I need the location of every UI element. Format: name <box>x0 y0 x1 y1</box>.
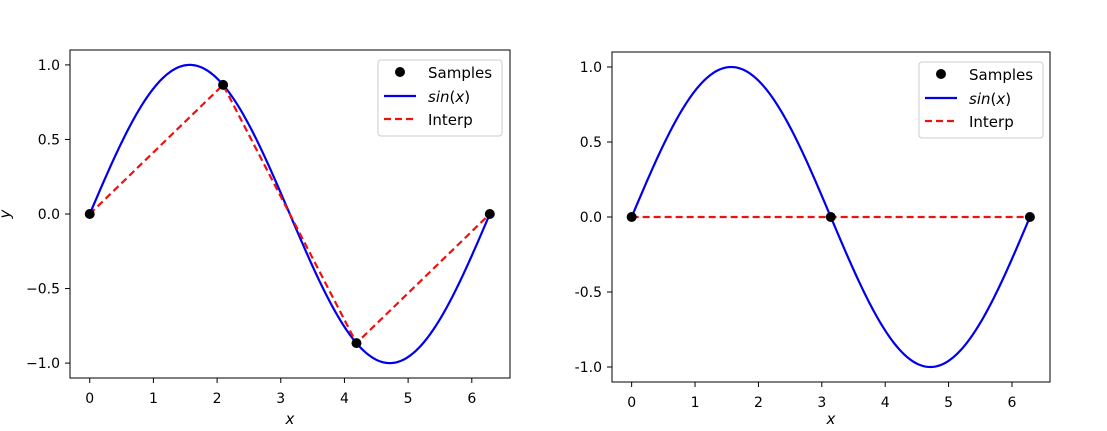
x-tick-label: 6 <box>1008 395 1017 411</box>
legend: Samples sin(x) Interp <box>918 61 1044 139</box>
legend-samples-marker <box>395 67 405 77</box>
x-tick-label: 3 <box>276 391 285 407</box>
y-tick-label: 0.0 <box>38 207 60 223</box>
legend-label-sin: sin(x) <box>428 88 470 106</box>
x-tick-label: 1 <box>149 391 158 407</box>
x-tick-label: 4 <box>340 391 349 407</box>
sample-point <box>1024 212 1035 222</box>
legend-label-samples: Samples <box>969 66 1033 84</box>
legend-label-sin: sin(x) <box>969 90 1011 108</box>
data-layer <box>88 63 491 365</box>
y-tick-label: −0.5 <box>26 282 60 298</box>
legend-label-interp: Interp <box>969 113 1014 131</box>
sample-point <box>626 212 637 222</box>
y-tick-label: -1.0 <box>575 360 602 376</box>
x-axis-label: x <box>285 410 295 426</box>
y-tick-label: -0.5 <box>575 285 602 301</box>
sample-point <box>825 212 836 222</box>
x-tick-label: 5 <box>404 391 413 407</box>
sample-point <box>218 79 229 90</box>
legend-samples-marker <box>936 69 946 79</box>
x-tick-label: 0 <box>627 395 636 411</box>
x-tick-label: 6 <box>467 391 476 407</box>
x-tick-label: 3 <box>817 395 826 411</box>
x-tick-label: 0 <box>85 391 94 407</box>
y-tick-label: −1.0 <box>26 356 60 372</box>
sample-point <box>351 338 362 349</box>
legend-label-samples: Samples <box>428 64 492 82</box>
y-tick-label: 0.0 <box>580 210 602 226</box>
sample-point <box>484 209 495 219</box>
x-tick-label: 2 <box>754 395 763 411</box>
y-tick-label: 1.0 <box>580 60 602 76</box>
y-tick-label: 0.5 <box>38 132 60 148</box>
x-tick-label: 4 <box>881 395 890 411</box>
legend: Samples sin(x) Interp <box>377 59 503 137</box>
legend-box <box>918 61 1044 139</box>
y-axis-label: y <box>0 208 14 219</box>
y-tick-label: 0.5 <box>580 135 602 151</box>
legend-box <box>377 59 503 137</box>
x-tick-label: 2 <box>213 391 222 407</box>
interp-line <box>88 83 491 345</box>
x-axis-label: x <box>826 410 836 426</box>
legend-label-interp: Interp <box>428 111 473 129</box>
y-tick-label: 1.0 <box>38 58 60 74</box>
sample-point <box>84 209 95 219</box>
x-tick-label: 1 <box>691 395 700 411</box>
chart-2: 0 1 2 3 4 5 6 1.0 0.5 0.0 -0.5 -1.0 x Samples sin(x) In… <box>575 51 1051 428</box>
x-tick-label: 5 <box>944 395 953 411</box>
chart-1: 0 1 2 3 4 5 6 1.0 0.5 0.0 −0.5 −1.0 x y Samples sin(x) I… <box>0 49 511 428</box>
